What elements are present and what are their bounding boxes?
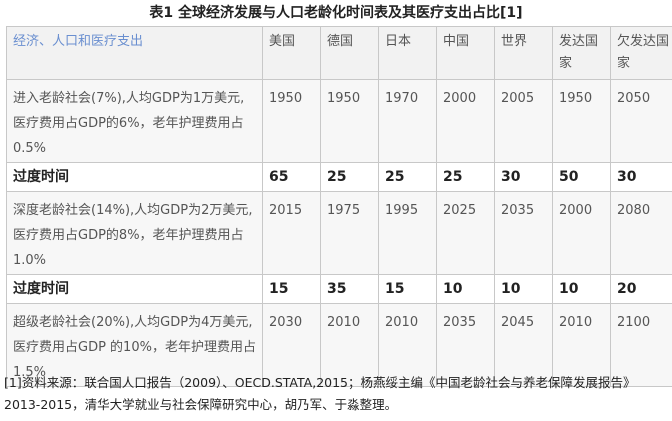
aging-timeline-table: 经济、人口和医疗支出 美国 德国 日本 中国 世界 发达国家 欠发达国家 进入老… [6, 26, 672, 387]
row-label: 进入老龄社会(7%),人均GDP为1万美元,医疗费用占GDP的6%，老年护理费用… [6, 79, 263, 163]
table-cell: 2030 [262, 303, 321, 387]
table-caption: 表1 全球经济发展与人口老龄化时间表及其医疗支出占比[1] [149, 5, 523, 21]
table-cell: 2080 [610, 191, 672, 275]
table-cell: 1975 [320, 191, 379, 275]
header-cell: 美国 [262, 26, 321, 80]
table-cell: 50 [552, 162, 611, 192]
table-cell: 2050 [610, 79, 672, 163]
header-cell: 发达国家 [552, 26, 611, 80]
table-row: 深度老龄社会(14%),人均GDP为2万美元,医疗费用占GDP的8%，老年护理费… [6, 191, 672, 275]
table-row: 超级老龄社会(20%),人均GDP为4万美元,医疗费用占GDP 的10%，老年护… [6, 303, 672, 387]
table-cell: 15 [378, 274, 437, 304]
footnote-source: [1]资料来源：联合国人口报告（2009）、OECD.STATA,2015；杨燕… [4, 375, 636, 412]
table-cell: 35 [320, 274, 379, 304]
table-cell: 2015 [262, 191, 321, 275]
table-cell: 15 [262, 274, 321, 304]
table-cell: 2005 [494, 79, 553, 163]
table-cell: 30 [610, 162, 672, 192]
table-cell: 1970 [378, 79, 437, 163]
table-cell: 2025 [436, 191, 495, 275]
table-cell: 2035 [436, 303, 495, 387]
table-cell: 1950 [262, 79, 321, 163]
header-cell: 日本 [378, 26, 437, 80]
table-row: 进入老龄社会(7%),人均GDP为1万美元,医疗费用占GDP的6%，老年护理费用… [6, 79, 672, 163]
table-cell: 2035 [494, 191, 553, 275]
table-cell: 10 [494, 274, 553, 304]
header-cell: 世界 [494, 26, 553, 80]
row-label: 过度时间 [6, 274, 263, 304]
table-cell: 25 [436, 162, 495, 192]
table-cell: 1995 [378, 191, 437, 275]
table-cell: 2100 [610, 303, 672, 387]
table-cell: 2010 [552, 303, 611, 387]
row-label: 超级老龄社会(20%),人均GDP为4万美元,医疗费用占GDP 的10%，老年护… [6, 303, 263, 387]
table-cell: 2000 [436, 79, 495, 163]
table-cell: 2010 [320, 303, 379, 387]
table-cell: 65 [262, 162, 321, 192]
table-cell: 2010 [378, 303, 437, 387]
table-cell: 2000 [552, 191, 611, 275]
table-cell: 25 [378, 162, 437, 192]
table-cell: 2045 [494, 303, 553, 387]
table-cell: 1950 [320, 79, 379, 163]
table-cell: 10 [552, 274, 611, 304]
header-cell: 经济、人口和医疗支出 [6, 26, 263, 80]
table-cell: 20 [610, 274, 672, 304]
header-cell: 中国 [436, 26, 495, 80]
table-row: 过度时间 65 25 25 25 30 50 30 [6, 162, 672, 192]
header-cell: 德国 [320, 26, 379, 80]
table-cell: 1950 [552, 79, 611, 163]
row-label: 过度时间 [6, 162, 263, 192]
table-cell: 25 [320, 162, 379, 192]
table-cell: 30 [494, 162, 553, 192]
row-label: 深度老龄社会(14%),人均GDP为2万美元,医疗费用占GDP的8%，老年护理费… [6, 191, 263, 275]
table-row: 过度时间 15 35 15 10 10 10 20 [6, 274, 672, 304]
table-cell: 10 [436, 274, 495, 304]
table-header-row: 经济、人口和医疗支出 美国 德国 日本 中国 世界 发达国家 欠发达国家 [6, 26, 672, 80]
header-cell: 欠发达国家 [610, 26, 672, 80]
